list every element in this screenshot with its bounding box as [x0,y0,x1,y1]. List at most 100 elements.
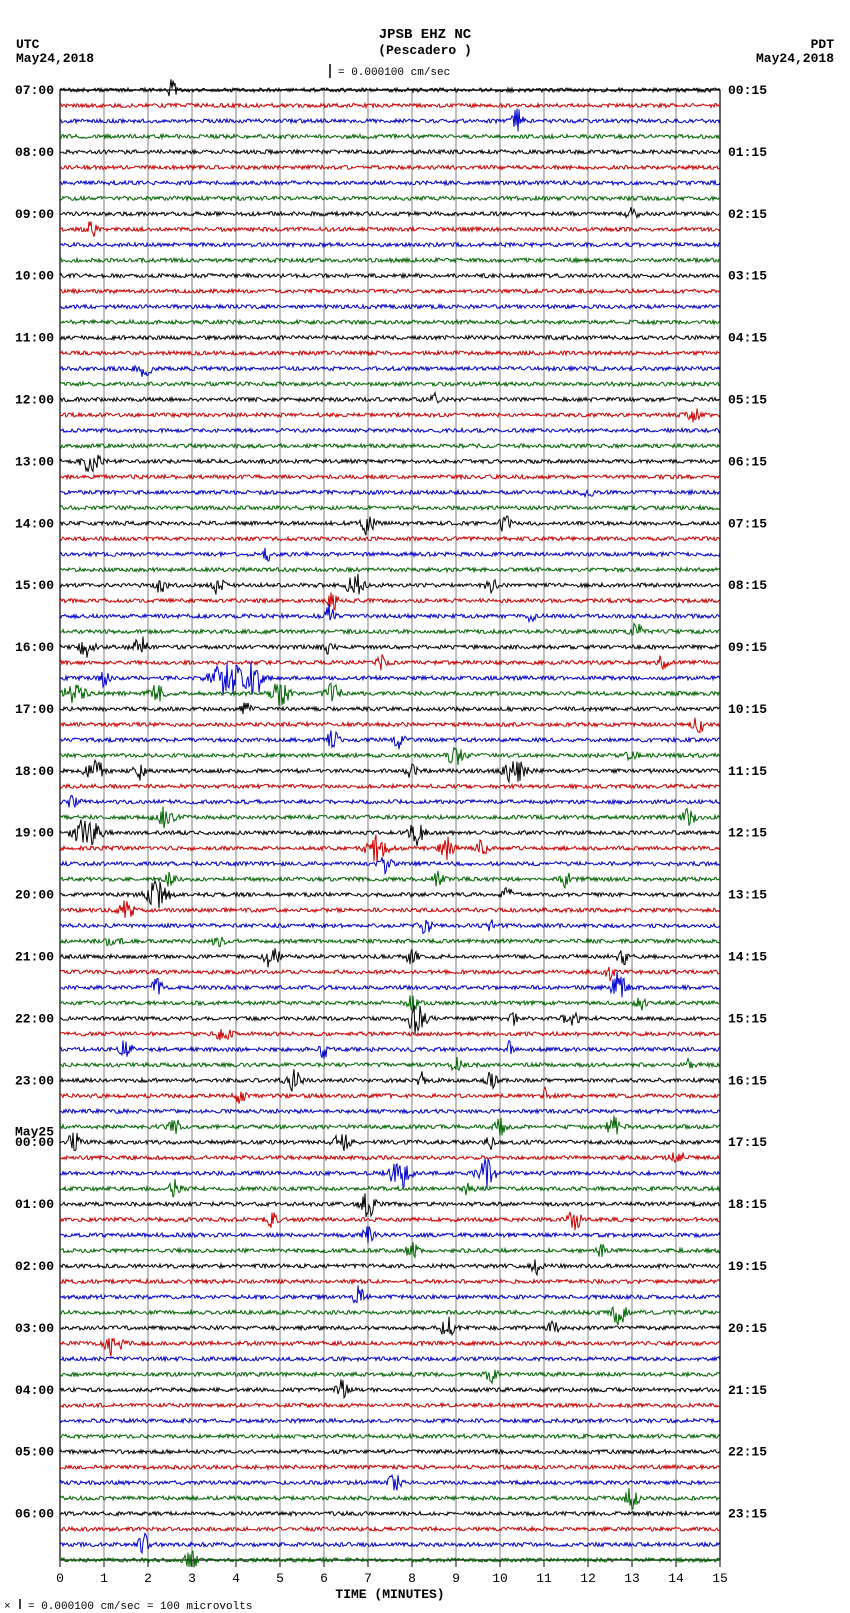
seismic-trace [60,1512,720,1516]
seismic-trace [60,730,720,749]
seismic-trace [60,428,720,432]
seismic-trace [60,593,720,610]
station-location: (Pescadero ) [378,43,472,58]
seismic-trace [60,516,720,535]
seismic-trace [60,274,720,278]
x-tick-label: 8 [408,1571,416,1586]
right-time-label: 10:15 [728,702,767,717]
seismic-trace [60,79,720,96]
seismic-trace [60,1069,720,1091]
seismic-trace [60,703,720,714]
seismic-trace [60,336,720,340]
right-time-label: 08:15 [728,578,767,593]
seismic-trace [60,1450,720,1454]
left-time-label: 05:00 [15,1445,54,1460]
seismic-trace [60,444,720,448]
seismic-trace [60,258,720,262]
seismic-trace [60,1087,720,1103]
left-date: May24,2018 [16,51,94,66]
x-tick-label: 7 [364,1571,372,1586]
right-time-label: 13:15 [728,888,767,903]
seismic-trace [60,1533,720,1553]
right-time-label: 07:15 [728,516,767,531]
left-time-label: 20:00 [15,888,54,903]
seismogram-plot: JPSB EHZ NC(Pescadero )= 0.000100 cm/sec… [0,0,850,1613]
x-tick-label: 3 [188,1571,196,1586]
seismic-trace [60,760,720,782]
right-time-label: 16:15 [728,1073,767,1088]
seismic-trace [60,1242,720,1257]
seismic-trace [60,409,720,423]
seismic-trace [60,819,720,846]
x-tick-label: 12 [580,1571,596,1586]
seismic-trace [60,1259,720,1275]
right-time-label: 17:15 [728,1135,767,1150]
x-tick-label: 9 [452,1571,460,1586]
seismic-trace [60,490,720,496]
seismic-trace [60,382,720,386]
seismic-trace [60,243,720,247]
left-time-label: 09:00 [15,207,54,222]
seismic-trace [60,181,720,185]
seismic-trace [60,881,720,908]
seismic-trace [60,1057,720,1070]
left-time-label: 14:00 [15,516,54,531]
right-time-label: 09:15 [728,640,767,655]
left-time-label: 12:00 [15,392,54,407]
seismic-trace [60,568,720,572]
seismic-trace [60,104,720,108]
left-time-label: 04:00 [15,1383,54,1398]
seismic-trace [60,1357,720,1361]
seismic-trace [60,1475,720,1490]
seismic-trace [60,222,720,237]
left-time-label: 22:00 [15,1011,54,1026]
seismic-trace [60,1285,720,1302]
left-time-label: 17:00 [15,702,54,717]
seismic-trace [60,574,720,595]
right-time-label: 14:15 [728,950,767,965]
seismic-trace [60,475,720,479]
seismic-trace [60,1133,720,1151]
seismic-trace [60,1159,720,1188]
footer-scale-note: = 0.000100 cm/sec = 100 microvolts [28,1601,252,1613]
seismic-trace [60,1465,720,1469]
left-time-label: 11:00 [15,331,54,346]
x-tick-label: 4 [232,1571,240,1586]
x-tick-label: 10 [492,1571,508,1586]
seismic-trace [60,1527,720,1531]
seismic-trace [60,1403,720,1407]
left-time-label: 06:00 [15,1507,54,1522]
seismic-trace [60,795,720,807]
seismic-trace [60,684,720,706]
seismic-trace [60,289,720,293]
plot-frame [60,90,720,1560]
seismic-trace [60,1226,720,1243]
seismic-trace [60,1551,720,1567]
seismic-trace [60,506,720,510]
x-tick-label: 2 [144,1571,152,1586]
left-time-label: 00:00 [15,1135,54,1150]
x-tick-label: 0 [56,1571,64,1586]
seismic-trace [60,1307,720,1325]
x-tick-label: 13 [624,1571,640,1586]
seismic-trace [60,748,720,765]
left-time-label: 16:00 [15,640,54,655]
seismic-trace [60,637,720,658]
seismic-trace [60,305,720,309]
left-time-label: 15:00 [15,578,54,593]
x-tick-label: 1 [100,1571,108,1586]
seismic-trace [60,320,720,324]
seismic-trace [60,366,720,377]
left-time-label: 23:00 [15,1073,54,1088]
x-tick-label: 15 [712,1571,728,1586]
left-time-label: 19:00 [15,826,54,841]
x-tick-label: 6 [320,1571,328,1586]
seismic-trace [60,1317,720,1335]
seismic-trace [60,1488,720,1509]
left-time-label: 07:00 [15,83,54,98]
seismic-trace [60,871,720,888]
seismic-trace [60,1152,720,1162]
seismic-trace [60,393,720,403]
left-time-label: 01:00 [15,1197,54,1212]
x-tick-label: 5 [276,1571,284,1586]
